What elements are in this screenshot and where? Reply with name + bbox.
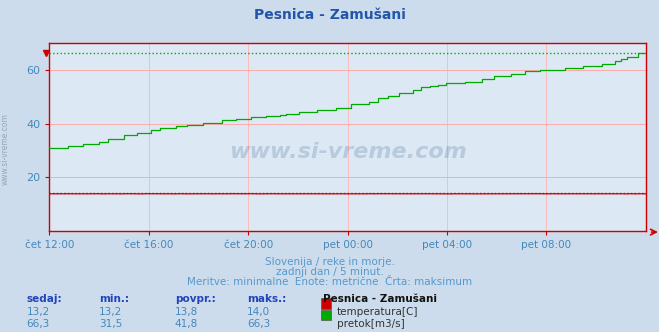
Text: pretok[m3/s]: pretok[m3/s] [337,319,405,329]
Text: zadnji dan / 5 minut.: zadnji dan / 5 minut. [275,267,384,277]
Text: www.si-vreme.com: www.si-vreme.com [229,142,467,162]
Text: sedaj:: sedaj: [26,294,62,304]
Text: 31,5: 31,5 [99,319,122,329]
Text: Pesnica - Zamušani: Pesnica - Zamušani [323,294,437,304]
Text: povpr.:: povpr.: [175,294,215,304]
Text: min.:: min.: [99,294,129,304]
Text: 14,0: 14,0 [247,307,270,317]
Text: Pesnica - Zamušani: Pesnica - Zamušani [254,8,405,22]
Text: temperatura[C]: temperatura[C] [337,307,418,317]
Text: 13,2: 13,2 [99,307,122,317]
Text: Meritve: minimalne  Enote: metrične  Črta: maksimum: Meritve: minimalne Enote: metrične Črta:… [187,277,472,287]
Text: 41,8: 41,8 [175,319,198,329]
Text: 13,8: 13,8 [175,307,198,317]
Text: maks.:: maks.: [247,294,287,304]
Text: 66,3: 66,3 [247,319,270,329]
Text: www.si-vreme.com: www.si-vreme.com [1,114,10,185]
Text: 13,2: 13,2 [26,307,49,317]
Text: Slovenija / reke in morje.: Slovenija / reke in morje. [264,257,395,267]
Text: 66,3: 66,3 [26,319,49,329]
